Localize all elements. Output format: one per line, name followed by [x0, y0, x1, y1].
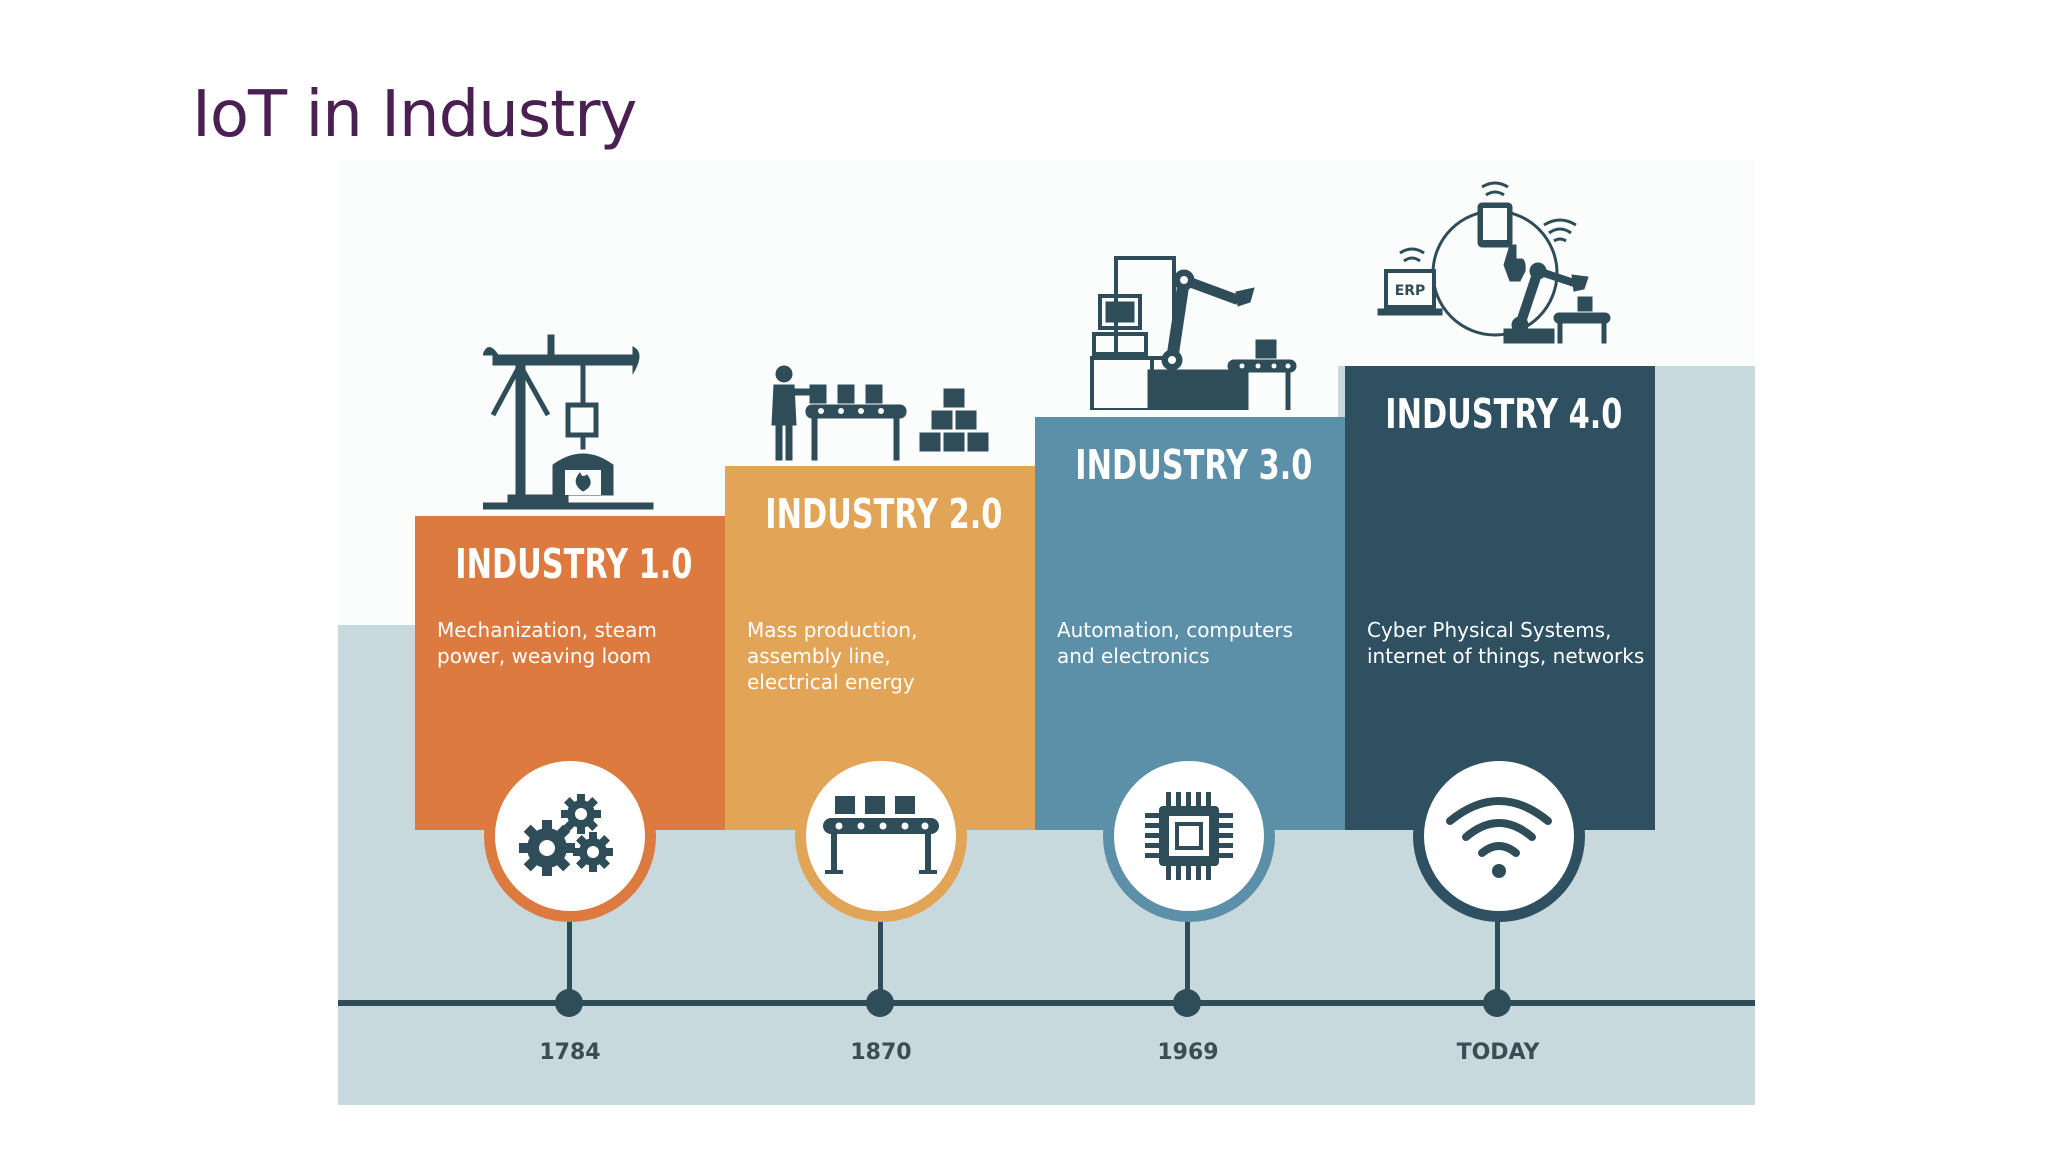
industry-timeline-infographic: INDUSTRY 1.0 Mechanization, steam power,…: [338, 160, 1755, 1105]
stage-title: INDUSTRY 3.0: [1075, 441, 1313, 489]
oil-pump-furnace-illustration: [483, 334, 654, 510]
worker-assembly-line-illustration: [771, 365, 989, 461]
stage-title: INDUSTRY 1.0: [455, 540, 693, 588]
timeline-year: 1784: [539, 1040, 601, 1065]
wifi-icon: [1446, 797, 1552, 878]
computer-robot-arm-illustration: [1090, 256, 1297, 410]
timeline-stem: [878, 910, 883, 1005]
erp-label: ERP: [1395, 283, 1426, 299]
timeline-line: [338, 1000, 1755, 1006]
timeline-year: 1870: [850, 1040, 912, 1065]
stage-description: Mass production, assembly line, electric…: [747, 618, 918, 694]
timeline-stem: [1495, 910, 1500, 1005]
timeline-dot: [1173, 989, 1201, 1017]
erp-network-illustration: ERP: [1377, 181, 1611, 344]
timeline-stem: [567, 910, 572, 1005]
stage-industry-4: INDUSTRY 4.0 Cyber Physical Systems, int…: [1345, 366, 1655, 830]
conveyor-belt-icon: [823, 796, 939, 874]
stage-title: INDUSTRY 4.0: [1385, 390, 1623, 438]
stage-icon-circle: [1413, 750, 1585, 922]
timeline-stem: [1185, 910, 1190, 1005]
stage-icon-circle: [1103, 750, 1275, 922]
stage-industry-1: INDUSTRY 1.0 Mechanization, steam power,…: [415, 516, 725, 830]
stage-description: Automation, computers and electronics: [1057, 618, 1294, 668]
slide-title: IoT in Industry: [192, 78, 637, 152]
stage-icon-circle: [795, 750, 967, 922]
timeline-year: TODAY: [1456, 1040, 1540, 1065]
gears-icon: [519, 794, 613, 876]
timeline-dot: [866, 989, 894, 1017]
stage-description: Cyber Physical Systems, internet of thin…: [1367, 618, 1645, 668]
timeline-dot: [555, 989, 583, 1017]
timeline-dot: [1483, 989, 1511, 1017]
stage-icon-circle: [484, 750, 656, 922]
microchip-icon: [1145, 792, 1233, 880]
timeline-year: 1969: [1157, 1040, 1219, 1065]
stage-description: Mechanization, steam power, weaving loom: [437, 618, 657, 668]
stage-title: INDUSTRY 2.0: [765, 490, 1003, 538]
